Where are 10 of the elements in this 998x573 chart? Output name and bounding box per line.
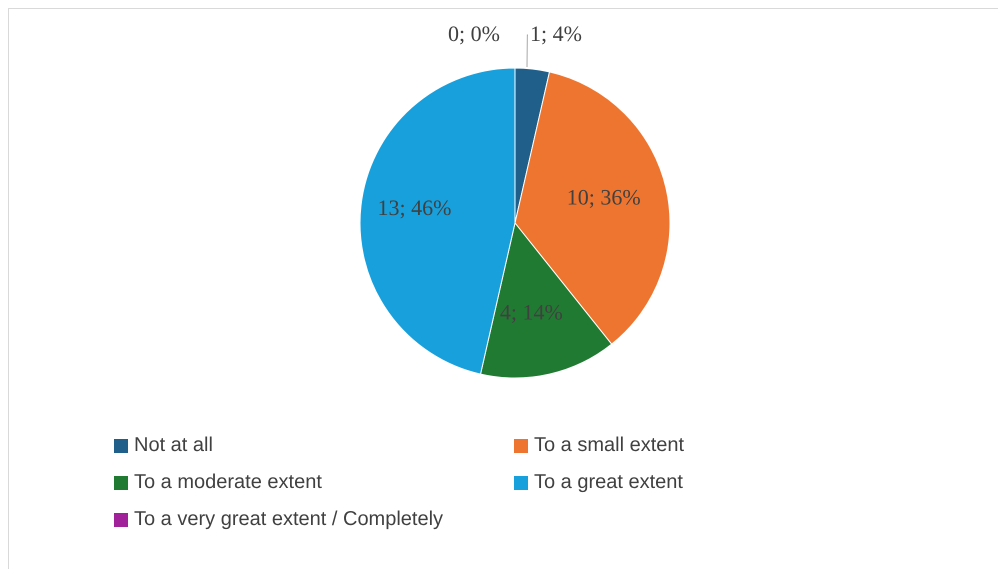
data-label: 10; 36%: [566, 184, 641, 210]
legend-label: To a very great extent / Completely: [134, 508, 444, 531]
data-label: 1; 4%: [530, 21, 582, 46]
legend-label: To a small extent: [534, 434, 684, 457]
legend-label: Not at all: [134, 434, 213, 457]
data-label: 13; 46%: [378, 195, 452, 220]
legend-label: To a moderate extent: [134, 471, 322, 494]
data-label: 4; 14%: [500, 300, 563, 325]
legend-label: To a great extent: [534, 471, 683, 494]
text: 0; 0%: [448, 21, 500, 46]
